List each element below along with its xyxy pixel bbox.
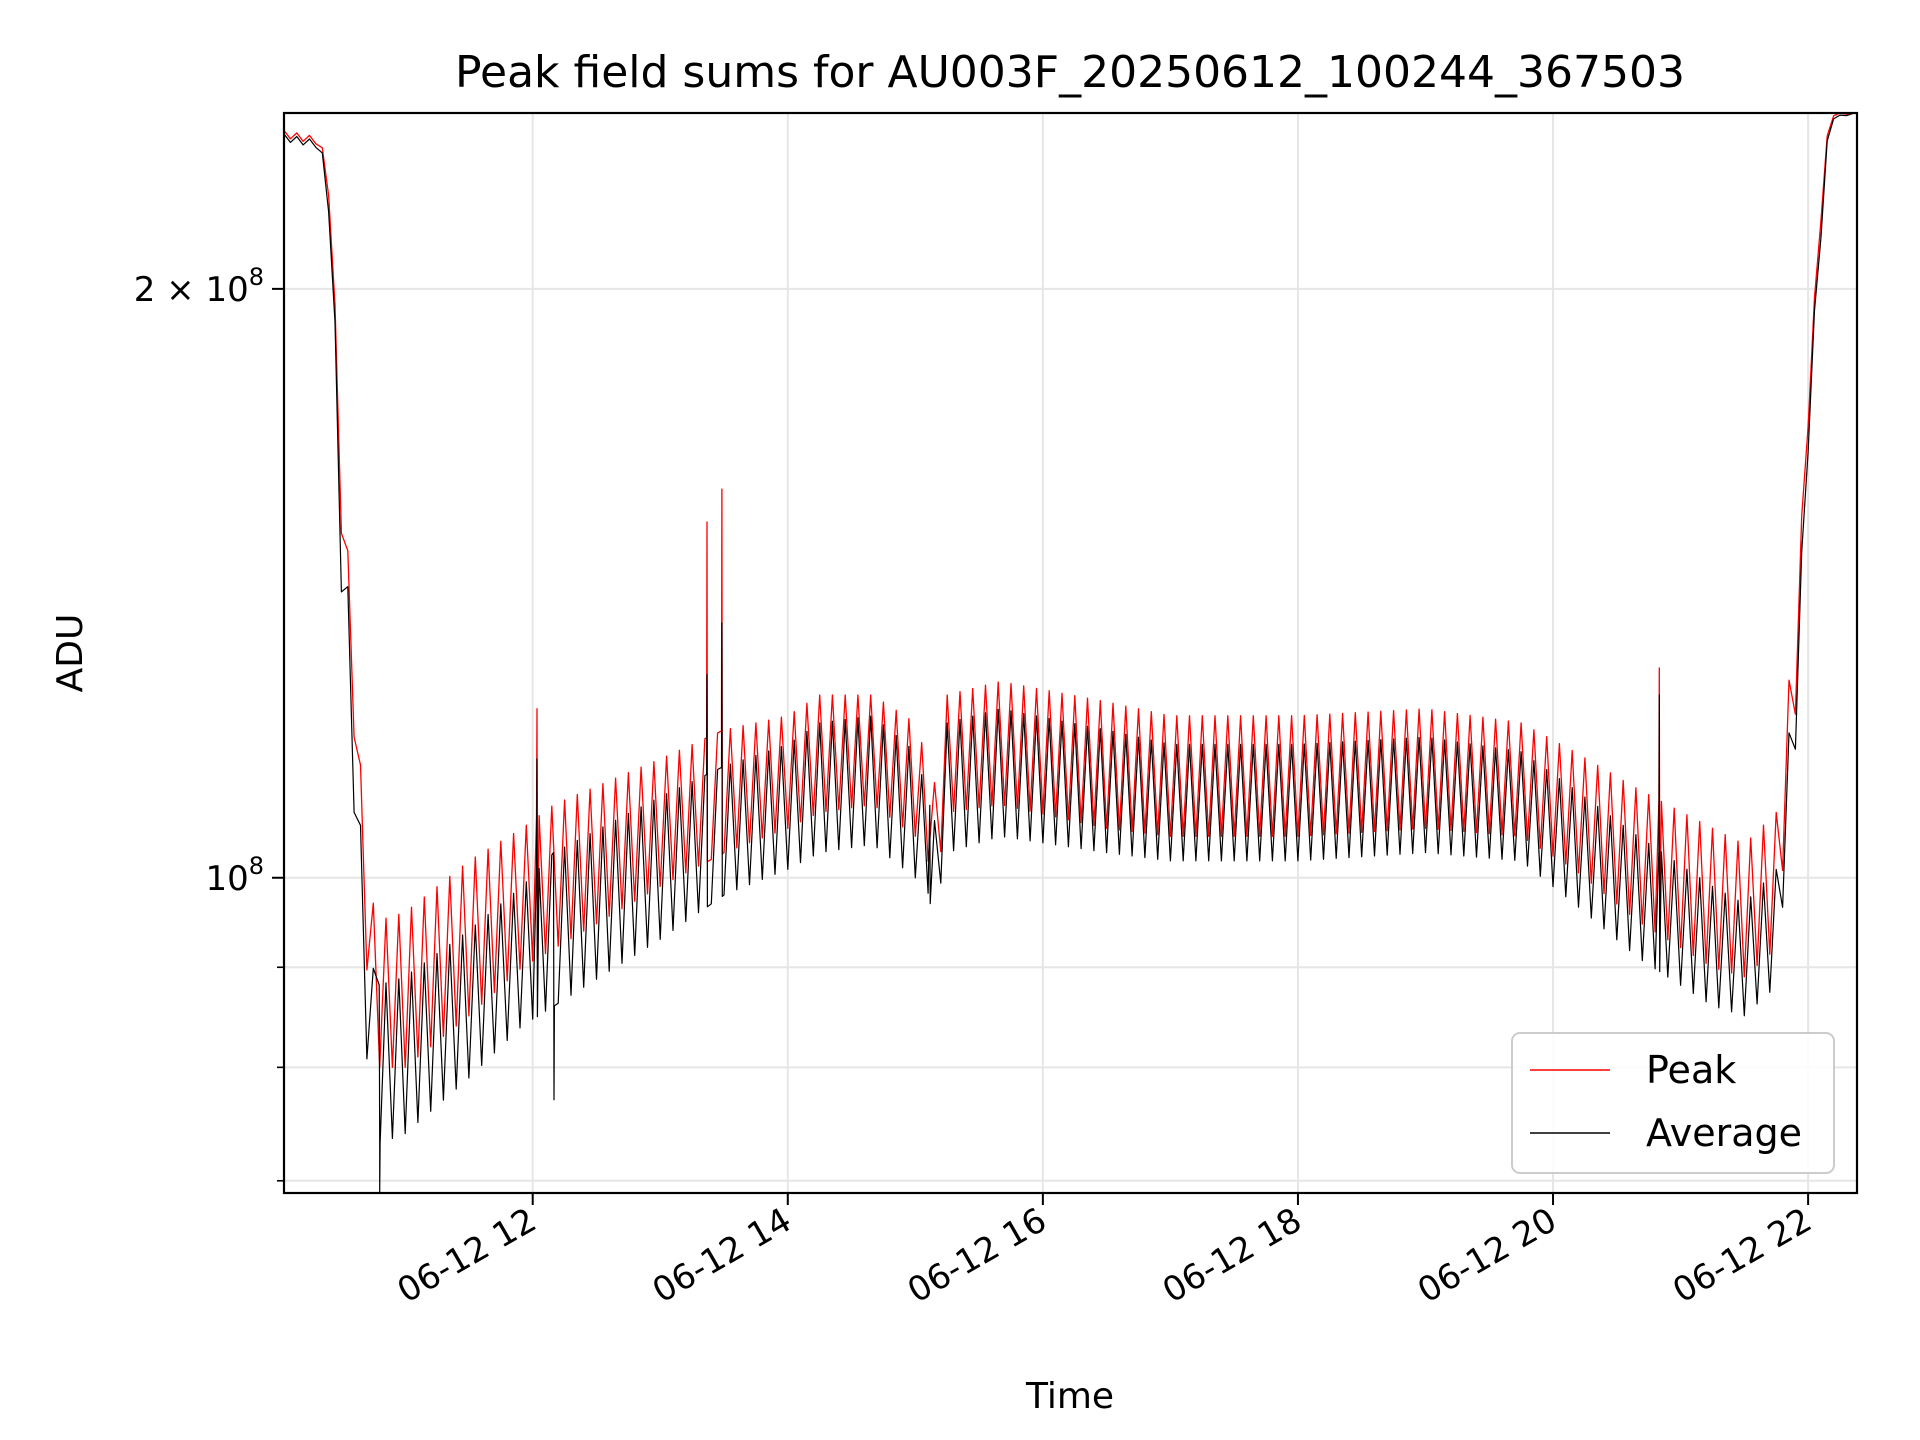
- legend-peak-label: Peak: [1646, 1048, 1736, 1092]
- series-layer: [283, 112, 1853, 1194]
- legend: Peak Average: [1511, 1032, 1835, 1174]
- series-line-average: [283, 112, 1853, 1194]
- legend-average-label: Average: [1646, 1111, 1802, 1155]
- series-line-peak: [283, 112, 1853, 1068]
- y-tick-label: 2 × 108: [134, 263, 264, 310]
- x-axis-label: Time: [1025, 1376, 1114, 1417]
- y-axis-label: ADU: [50, 614, 91, 693]
- chart-title: Peak field sums for AU003F_20250612_1002…: [455, 47, 1685, 98]
- plot-frame: [282, 111, 1859, 1195]
- legend-box: [1511, 1032, 1835, 1174]
- y-tick-label: 108: [205, 852, 264, 899]
